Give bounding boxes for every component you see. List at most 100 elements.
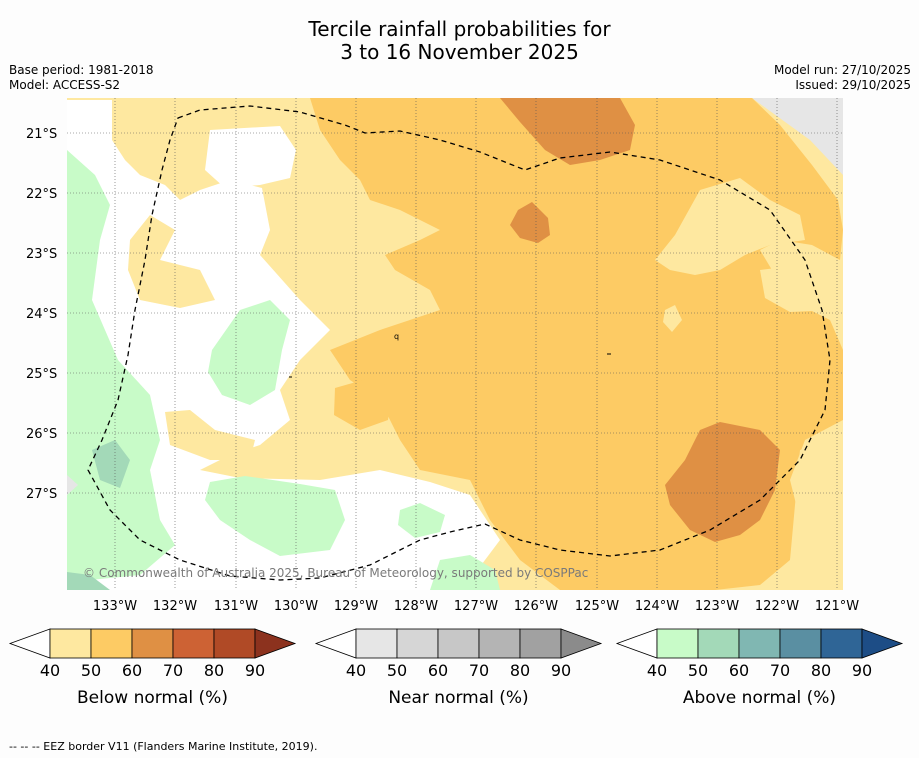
lon-label: 123°W xyxy=(695,599,739,614)
lon-label: 131°W xyxy=(214,599,258,614)
colorbar-min-extension xyxy=(8,628,51,659)
region-below-40-east2 xyxy=(760,265,835,312)
colorbar-label: Above normal (%) xyxy=(683,688,836,708)
title-line-2: 3 to 16 November 2025 xyxy=(340,40,579,64)
colorbar-segment xyxy=(172,628,215,659)
colorbar-tick-label: 60 xyxy=(428,661,448,680)
colorbar-segment xyxy=(820,628,863,659)
colorbar-tick-label: 80 xyxy=(204,661,224,680)
region-near-40-w xyxy=(67,475,78,495)
colorbar-tick-label: 50 xyxy=(688,661,708,680)
colorbars: 40 50 60 70 80 90 Below normal (%) 40 50 60 70 80 90… xyxy=(8,628,904,708)
colorbar-3: 40 50 60 70 80 90 Above normal (%) xyxy=(615,628,904,708)
lon-label: 133°W xyxy=(93,599,137,614)
colorbar-segment xyxy=(656,628,699,659)
colorbar-tick-label: 70 xyxy=(163,661,183,680)
region-below-40-west xyxy=(128,215,215,308)
colorbar-max-extension xyxy=(560,628,603,659)
meta-left: Base period: 1981-2018 Model: ACCESS-S2 xyxy=(9,63,154,93)
region-above-40-bottom xyxy=(430,555,500,590)
model-run: Model run: 27/10/2025 xyxy=(773,63,911,77)
colorbar-tick-label: 80 xyxy=(510,661,530,680)
map-area: q © Commonwealth of Australia 2025, Bure… xyxy=(67,98,843,590)
lon-label: 121°W xyxy=(815,599,859,614)
colorbar-1: 40 50 60 70 80 90 Below normal (%) xyxy=(8,628,297,708)
colorbar-tick-label: 90 xyxy=(245,661,265,680)
colorbar-segment xyxy=(697,628,740,659)
colorbar-segment xyxy=(355,628,398,659)
region-above-50-corner xyxy=(67,572,110,590)
lon-label: 122°W xyxy=(755,599,799,614)
lon-label: 129°W xyxy=(334,599,378,614)
longitude-labels: 133°W 132°W 131°W 130°W 129°W 128°W 127°… xyxy=(93,599,859,614)
colorbar-min-extension xyxy=(314,628,357,659)
lon-label: 132°W xyxy=(153,599,197,614)
gridlines xyxy=(67,98,843,590)
region-below-50-island xyxy=(334,378,392,430)
colorbar-tick-label: 90 xyxy=(852,661,872,680)
region-white-north xyxy=(205,126,296,188)
colorbar-tick-label: 40 xyxy=(647,661,667,680)
colorbar-segment xyxy=(213,628,256,659)
lon-label: 125°W xyxy=(575,599,619,614)
lon-label: 126°W xyxy=(514,599,558,614)
map-title: Tercile rainfall probabilities for 3 to … xyxy=(0,18,919,64)
colorbar-tick-label: 50 xyxy=(81,661,101,680)
region-below-40-small xyxy=(663,305,682,332)
lat-label: 27°S xyxy=(26,487,57,502)
region-above-50-west xyxy=(92,440,130,488)
lat-label: 23°S xyxy=(26,247,57,262)
latitude-labels: 21°S 22°S 23°S 24°S 25°S 26°S 27°S xyxy=(26,127,57,502)
region-near-40-ne xyxy=(752,98,843,175)
colorbar-tick-label: 70 xyxy=(469,661,489,680)
colorbar-segment xyxy=(131,628,174,659)
base-period: Base period: 1981-2018 xyxy=(9,63,154,77)
eez-border xyxy=(87,105,831,581)
region-above-40-south xyxy=(205,476,345,556)
colorbar-segment xyxy=(437,628,480,659)
region-below-60-north xyxy=(500,98,635,165)
lat-label: 26°S xyxy=(26,427,57,442)
colorbar-segment xyxy=(90,628,133,659)
lon-label: 128°W xyxy=(394,599,438,614)
colorbar-max-extension xyxy=(861,628,904,659)
colorbar-label: Below normal (%) xyxy=(77,688,228,708)
colorbar-segment xyxy=(478,628,521,659)
colorbar-segment xyxy=(396,628,439,659)
title-line-1: Tercile rainfall probabilities for xyxy=(308,17,611,41)
region-below-60-south xyxy=(665,422,780,542)
stray-label: q xyxy=(394,332,399,341)
issued-date: Issued: 29/10/2025 xyxy=(795,78,911,92)
colorbar-tick-label: 80 xyxy=(811,661,831,680)
region-below-40-east xyxy=(655,178,805,275)
copyright-text: © Commonwealth of Australia 2025, Bureau… xyxy=(83,566,588,580)
colorbar-tick-label: 60 xyxy=(729,661,749,680)
eez-footnote: -- -- -- EEZ border V11 (Flanders Marine… xyxy=(9,740,318,753)
lat-label: 25°S xyxy=(26,367,57,382)
lat-label: 24°S xyxy=(26,307,57,322)
model-name: Model: ACCESS-S2 xyxy=(9,78,121,92)
colorbar-segment xyxy=(779,628,822,659)
colorbar-tick-label: 40 xyxy=(40,661,60,680)
colorbar-tick-label: 70 xyxy=(770,661,790,680)
colorbar-2: 40 50 60 70 80 90 Near normal (%) xyxy=(314,628,603,708)
region-below-60-center xyxy=(510,202,550,243)
lat-label: 21°S xyxy=(26,127,57,142)
meta-right: Model run: 27/10/2025 Issued: 29/10/2025 xyxy=(774,63,911,93)
colorbar-min-extension xyxy=(615,628,658,659)
colorbar-tick-label: 50 xyxy=(387,661,407,680)
region-below-40-southwest xyxy=(165,410,255,460)
colorbar-label: Near normal (%) xyxy=(388,688,528,708)
colorbar-tick-label: 40 xyxy=(346,661,366,680)
colorbar-segment xyxy=(519,628,562,659)
colorbar-tick-label: 90 xyxy=(551,661,571,680)
colorbar-tick-label: 60 xyxy=(122,661,142,680)
colorbar-segment xyxy=(49,628,92,659)
colorbar-segment xyxy=(738,628,781,659)
region-above-40-patch xyxy=(398,503,445,538)
region-below-40-se xyxy=(790,440,843,590)
lon-label: 127°W xyxy=(454,599,498,614)
region-above-40-center xyxy=(208,300,290,405)
lon-label: 130°W xyxy=(274,599,318,614)
lat-label: 22°S xyxy=(26,187,57,202)
